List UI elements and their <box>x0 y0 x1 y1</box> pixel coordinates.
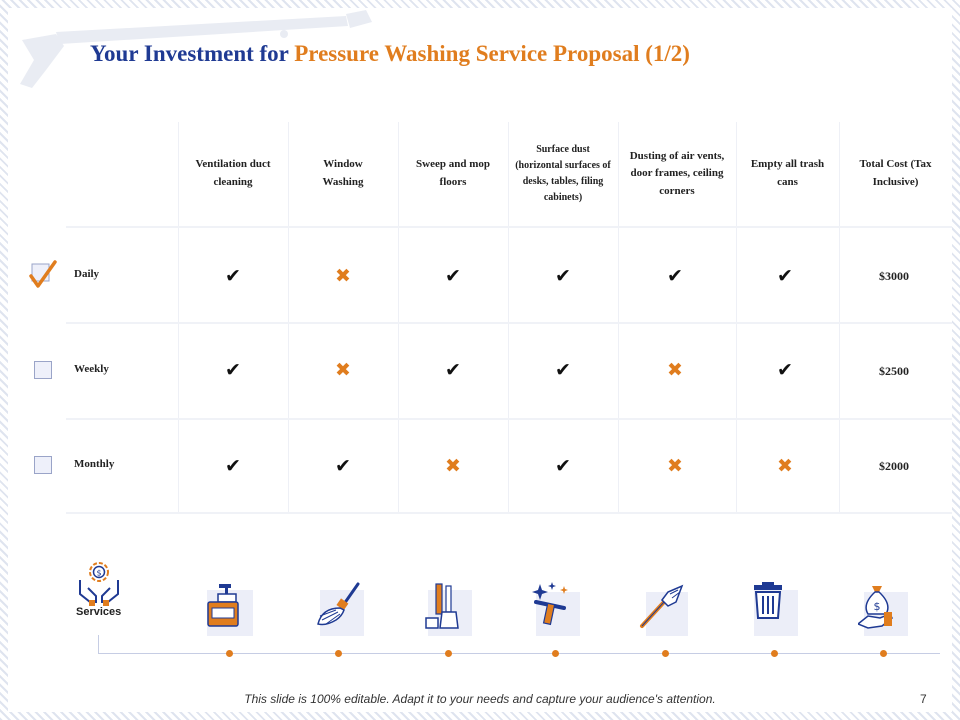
check-icon: ✔ <box>225 455 241 477</box>
slide: Your Investment for Pressure Washing Ser… <box>8 8 952 712</box>
check-icon: ✔ <box>555 265 571 287</box>
col-header-sweep: Sweep and mop floors <box>416 158 490 188</box>
timeline-dot <box>335 650 342 657</box>
monthly-checkbox[interactable] <box>34 456 52 474</box>
pricing-table: Ventilation duct cleaning Window Washing… <box>8 8 952 608</box>
check-icon: ✔ <box>777 265 793 287</box>
timeline <box>98 653 940 654</box>
brush-icon <box>640 584 688 636</box>
timeline-dot <box>771 650 778 657</box>
column-divider <box>618 122 619 514</box>
check-icon: ✔ <box>225 359 241 381</box>
timeline-connector <box>98 635 99 654</box>
page-title: Your Investment for Pressure Washing Ser… <box>90 41 690 67</box>
column-divider <box>508 122 509 514</box>
timeline-dot <box>880 650 887 657</box>
svg-text:$: $ <box>874 600 881 613</box>
checkmark-icon <box>29 260 57 288</box>
row-divider <box>66 322 952 324</box>
check-icon: ✔ <box>555 359 571 381</box>
feather-duster-icon <box>317 582 364 636</box>
cross-icon: ✖ <box>777 455 793 477</box>
squeegee-sparkle-icon <box>532 582 580 636</box>
col-header-surface-dust: Surface dust (horizontal surfaces of des… <box>515 144 611 203</box>
cross-icon: ✖ <box>445 455 461 477</box>
trash-can-icon <box>754 582 798 636</box>
column-divider <box>178 122 179 514</box>
check-icon: ✔ <box>555 455 571 477</box>
svg-text:$: $ <box>96 569 101 578</box>
soap-dispenser-icon <box>207 584 253 636</box>
money-bag-hand-icon: $ <box>858 586 908 636</box>
timeline-dot <box>662 650 669 657</box>
footer-note: This slide is 100% editable. Adapt it to… <box>244 692 716 706</box>
check-icon: ✔ <box>777 359 793 381</box>
check-icon: ✔ <box>445 359 461 381</box>
cross-icon: ✖ <box>667 359 683 381</box>
broom-dustpan-icon <box>425 583 472 636</box>
row-divider <box>66 226 952 228</box>
row-divider <box>66 512 952 514</box>
cost-daily: $3000 <box>879 269 909 283</box>
row-label-weekly: Weekly <box>74 363 109 375</box>
col-header-ventilation: Ventilation duct cleaning <box>195 158 271 188</box>
title-part2: Pressure Washing Service Proposal (1/2) <box>294 41 690 66</box>
cost-monthly: $2000 <box>879 459 909 473</box>
timeline-dot <box>226 650 233 657</box>
col-header-dusting: Dusting of air vents, door frames, ceili… <box>629 149 725 197</box>
col-header-trash: Empty all trash cans <box>750 158 825 188</box>
row-divider <box>66 418 952 420</box>
col-header-total-cost: Total Cost (Tax Inclusive) <box>859 158 932 188</box>
check-icon: ✔ <box>335 455 351 477</box>
row-label-monthly: Monthly <box>74 458 115 470</box>
column-divider <box>288 122 289 514</box>
cross-icon: ✖ <box>667 455 683 477</box>
check-icon: ✔ <box>445 265 461 287</box>
check-icon: ✔ <box>225 265 241 287</box>
check-icon: ✔ <box>667 265 683 287</box>
col-header-window: Window Washing <box>322 158 364 188</box>
title-part1: Your Investment for <box>90 41 295 66</box>
column-divider <box>736 122 737 514</box>
row-label-daily: Daily <box>74 268 100 280</box>
cost-weekly: $2500 <box>879 364 909 378</box>
cross-icon: ✖ <box>335 265 351 287</box>
column-divider <box>398 122 399 514</box>
cross-icon: ✖ <box>335 359 351 381</box>
pressure-washer-watermark-icon <box>20 10 372 88</box>
timeline-dot <box>445 650 452 657</box>
daily-checkbox[interactable] <box>28 260 62 294</box>
page-number: 7 <box>920 692 927 706</box>
hands-money-gear-icon: $ <box>79 562 119 606</box>
weekly-checkbox[interactable] <box>34 361 52 379</box>
services-label: Services <box>76 606 122 618</box>
column-divider <box>839 122 840 514</box>
timeline-dot <box>552 650 559 657</box>
